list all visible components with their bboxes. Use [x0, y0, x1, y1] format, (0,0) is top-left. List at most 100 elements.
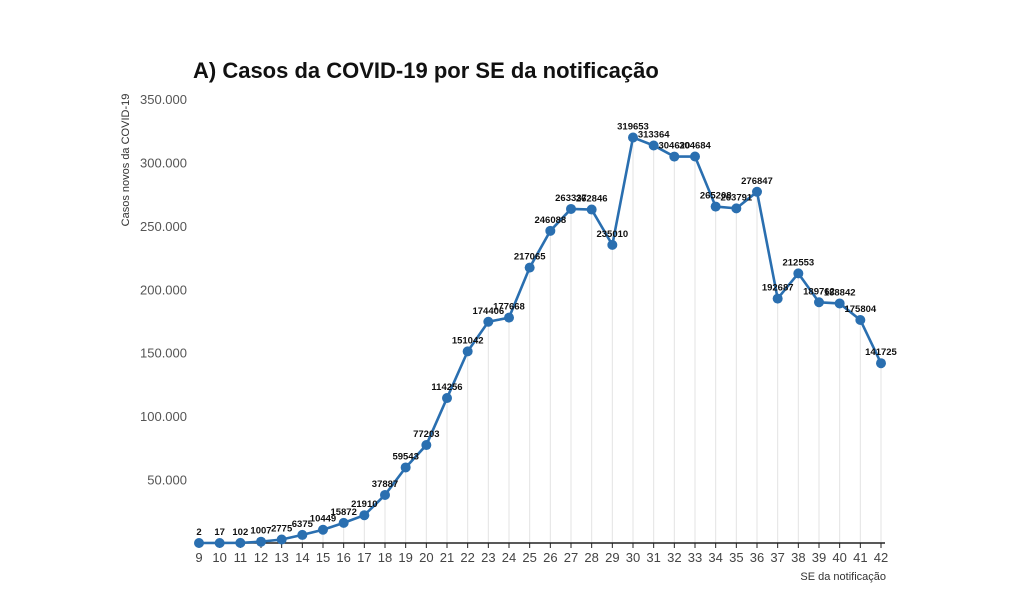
data-label-38: 212553 [782, 257, 814, 268]
x-tick-label-30: 30 [626, 550, 640, 565]
x-tick-label-26: 26 [543, 550, 557, 565]
data-point-15 [318, 524, 328, 535]
data-label-23: 174406 [472, 306, 504, 317]
data-label-13: 2775 [271, 523, 293, 534]
data-label-35: 263791 [720, 192, 752, 203]
data-point-13 [276, 534, 287, 545]
x-tick-label-9: 9 [195, 550, 202, 565]
data-point-36 [752, 186, 762, 197]
x-ticks: 9 10 11 12 13 14 15 16 17 18 19 20 21 22 23 24 25 26 27 28 2… [195, 543, 888, 565]
data-label-12: 1007 [250, 526, 271, 537]
chart-title: A) Casos da COVID-19 por SE da notificaç… [193, 58, 659, 83]
x-tick-label-23: 23 [481, 550, 495, 565]
x-tick-label-18: 18 [378, 550, 392, 565]
data-label-18: 37887 [372, 479, 398, 490]
y-tick-label: 100.000 [140, 409, 187, 424]
data-point-25 [524, 262, 535, 273]
data-point-28 [586, 204, 597, 215]
x-tick-label-20: 20 [419, 550, 433, 565]
data-label-14: 6375 [292, 519, 314, 530]
x-tick-label-35: 35 [729, 550, 743, 565]
x-tick-label-41: 41 [853, 550, 867, 565]
data-label-31: 313364 [638, 129, 670, 140]
data-label-40: 188842 [824, 287, 856, 298]
data-point-9 [194, 537, 204, 548]
data-label-17: 21910 [351, 499, 377, 510]
data-label-26: 246088 [534, 215, 566, 226]
x-tick-label-38: 38 [791, 550, 805, 565]
data-label-9: 2 [196, 527, 201, 538]
data-point-33 [690, 151, 700, 162]
data-point-39 [814, 297, 824, 308]
x-tick-label-24: 24 [502, 550, 516, 565]
data-label-11: 102 [232, 527, 248, 538]
series-line-layer [198, 136, 883, 545]
x-tick-label-19: 19 [398, 550, 412, 565]
data-point-42 [876, 358, 886, 369]
data-point-34 [710, 201, 721, 212]
data-point-23 [483, 316, 494, 327]
x-tick-label-28: 28 [584, 550, 598, 565]
x-tick-label-34: 34 [708, 550, 722, 565]
x-tick-label-17: 17 [357, 550, 371, 565]
x-tick-label-11: 11 [234, 550, 248, 565]
data-point-14 [297, 529, 308, 540]
data-label-34: 265208 [700, 191, 732, 202]
x-tick-label-42: 42 [874, 550, 888, 565]
x-tick-label-14: 14 [295, 550, 309, 565]
x-tick-label-21: 21 [440, 550, 454, 565]
x-tick-label-22: 22 [460, 550, 474, 565]
data-label-33: 304684 [679, 140, 711, 151]
data-label-21: 114256 [431, 382, 462, 393]
data-label-25: 217065 [514, 252, 546, 263]
y-axis-label: Casos novos da COVID-19 [120, 94, 132, 227]
data-point-21 [442, 393, 452, 404]
data-label-32: 304620 [658, 141, 690, 152]
data-point-41 [855, 314, 866, 325]
data-label-27: 263337 [555, 193, 587, 204]
y-tick-label: 150.000 [140, 346, 187, 361]
data-label-28: 262846 [576, 194, 608, 205]
y-tick-label: 250.000 [140, 219, 187, 234]
data-point-16 [338, 517, 349, 528]
y-tick-label: 300.000 [140, 155, 187, 170]
data-point-22 [462, 346, 473, 357]
data-label-39: 189762 [803, 286, 835, 297]
data-label-20: 77203 [413, 429, 439, 440]
data-label-36: 276847 [741, 176, 773, 187]
x-tick-label-27: 27 [564, 550, 578, 565]
data-label-10: 17 [214, 527, 225, 538]
grid-lines [198, 137, 882, 543]
x-tick-label-36: 36 [750, 550, 764, 565]
data-label-15: 10449 [310, 514, 336, 525]
y-tick-label: 200.000 [140, 282, 187, 297]
x-tick-label-29: 29 [605, 550, 619, 565]
data-label-41: 175804 [844, 304, 876, 315]
data-point-26 [545, 225, 556, 236]
x-tick-label-31: 31 [646, 550, 660, 565]
data-point-11 [235, 537, 246, 548]
x-tick-label-32: 32 [667, 550, 681, 565]
data-point-20 [421, 440, 432, 451]
x-tick-label-13: 13 [274, 550, 288, 565]
data-point-10 [214, 537, 225, 548]
data-label-22: 151042 [452, 335, 484, 346]
data-point-32 [669, 151, 680, 162]
data-point-35 [731, 203, 742, 214]
data-point-27 [566, 203, 576, 214]
x-tick-label-10: 10 [212, 550, 226, 565]
data-point-17 [359, 510, 370, 521]
x-tick-label-25: 25 [522, 550, 536, 565]
data-point-37 [772, 293, 783, 304]
series-line [198, 136, 883, 545]
data-point-24 [504, 312, 514, 323]
data-point-30 [628, 132, 638, 143]
data-point-40 [834, 298, 845, 309]
x-tick-label-12: 12 [254, 550, 268, 565]
x-tick-label-37: 37 [770, 550, 784, 565]
data-point-38 [793, 268, 804, 279]
data-points [194, 132, 886, 548]
